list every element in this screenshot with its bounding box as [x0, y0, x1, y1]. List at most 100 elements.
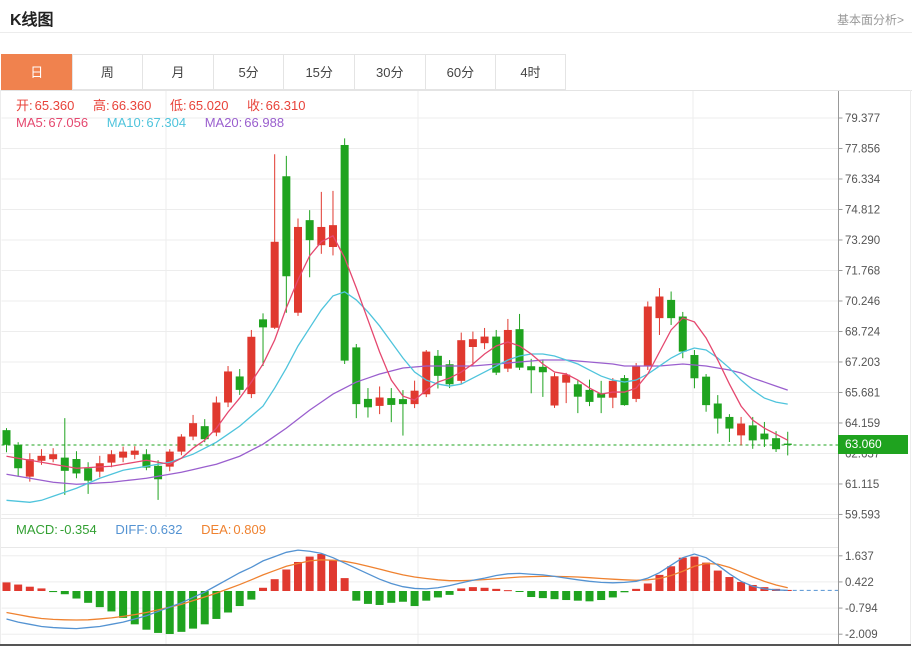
candle-body — [772, 438, 781, 450]
price-tick-label: 70.246 — [845, 296, 880, 308]
macd-bar — [270, 579, 279, 591]
price-tick-label: 77.856 — [845, 143, 880, 155]
candle-body — [492, 336, 501, 373]
macd-legend: MACD: -0.354 DIFF: 0.632 DEA: 0.809 — [16, 522, 281, 537]
macd-tick-label: 1.637 — [845, 551, 874, 563]
macd-bar — [422, 591, 431, 601]
macd-bar — [305, 556, 314, 591]
open-item: 开: 65.360 — [16, 98, 74, 113]
macd-bar — [84, 591, 93, 603]
candle-body — [667, 299, 676, 319]
macd-bar — [457, 588, 466, 591]
candle-body — [14, 444, 23, 469]
candle-body — [165, 451, 174, 467]
macd-bar — [107, 591, 116, 612]
ma5-value: 67.056 — [48, 115, 89, 130]
candle-body — [107, 454, 116, 463]
candle-body — [282, 176, 291, 277]
fundamental-analysis-link[interactable]: 基本面分析> — [836, 13, 904, 27]
period-tab-bar: 日周月 5分 15分 30分 60分 4时 — [1, 54, 566, 90]
tab-周[interactable]: 周 — [71, 54, 143, 90]
candle-body — [387, 398, 396, 405]
tab-月[interactable]: 月 — [142, 54, 213, 90]
macd-bar — [37, 588, 46, 591]
tab-60分[interactable]: 60分 — [424, 54, 496, 90]
macd-bar — [480, 587, 489, 591]
macd-bar — [247, 591, 256, 600]
candle-body — [737, 423, 746, 436]
dea-line — [6, 559, 788, 621]
macd-bar — [410, 591, 419, 607]
macd-bar — [119, 591, 128, 618]
tab-15分[interactable]: 15分 — [283, 54, 354, 90]
candle-body — [573, 384, 582, 397]
tab-5分[interactable]: 5分 — [212, 54, 284, 90]
macd-bar — [2, 582, 11, 591]
candle-body — [725, 416, 734, 429]
candle-body — [352, 347, 361, 405]
dea-label: DEA: — [201, 522, 232, 537]
candle-body — [49, 454, 58, 460]
ma20-value: 66.988 — [244, 115, 285, 130]
candle-body — [189, 423, 198, 437]
macd-bar — [445, 591, 454, 595]
candle-body — [515, 329, 524, 368]
candle-body — [445, 364, 454, 385]
macd-bar — [550, 591, 559, 600]
y-axis: 79.377 77.856 76.334 74.812 73.290 71.768 70.2… — [838, 113, 881, 641]
tab-30分[interactable]: 30分 — [353, 54, 425, 90]
macd-tick-label: -2.009 — [845, 629, 878, 641]
candle-body — [375, 397, 384, 406]
tab-日[interactable]: 日 — [1, 54, 72, 90]
tab-4时[interactable]: 4时 — [495, 54, 566, 90]
macd-bar — [725, 577, 734, 591]
macd-bar — [282, 569, 291, 591]
candle-body — [690, 355, 699, 379]
macd-bar — [177, 591, 186, 632]
candle-body — [84, 468, 93, 481]
macd-bar — [643, 583, 652, 591]
ma10-label: MA10: — [106, 115, 145, 130]
macd-label: MACD: — [16, 522, 58, 537]
macd-bar — [783, 589, 792, 591]
header-divider — [0, 32, 912, 33]
candle-body — [2, 430, 11, 445]
macd-bar — [25, 586, 34, 591]
price-tick-label: 79.377 — [845, 113, 880, 125]
ma5-label: MA5: — [16, 115, 47, 130]
ma10-line — [6, 291, 788, 503]
close-label: 收: — [247, 98, 264, 113]
macd-value: -0.354 — [59, 522, 97, 537]
macd-bar — [702, 562, 711, 591]
candle-body — [655, 296, 664, 319]
close-value: 66.310 — [265, 98, 306, 113]
candle-body — [678, 316, 687, 352]
price-tick-label: 59.593 — [845, 509, 880, 521]
macd-tick-label: -0.794 — [845, 603, 878, 615]
candle-body — [410, 390, 419, 405]
macd-bar — [538, 591, 547, 599]
price-tick-label: 61.115 — [845, 479, 879, 491]
candle-body — [562, 374, 571, 383]
macd-bar — [200, 591, 209, 625]
macd-bar — [713, 570, 722, 591]
macd-bar — [363, 591, 372, 604]
ma10-value: 67.304 — [146, 115, 187, 130]
low-item: 低: 65.020 — [170, 98, 228, 113]
current-price-badge: 63.060 — [838, 435, 908, 454]
candle-body — [37, 455, 46, 461]
macd-bar — [142, 591, 151, 630]
macd-bar — [737, 581, 746, 591]
macd-bar — [14, 584, 23, 591]
macd-item: MACD: -0.354 — [16, 522, 97, 537]
macd-bar — [527, 591, 536, 598]
macd-bar — [165, 591, 174, 634]
macd-bar — [189, 591, 198, 629]
open-label: 开: — [16, 98, 33, 113]
dea-value: 0.809 — [233, 522, 266, 537]
candle-body — [60, 457, 69, 471]
close-item: 收: 66.310 — [247, 98, 305, 113]
ma20-label: MA20: — [204, 115, 243, 130]
